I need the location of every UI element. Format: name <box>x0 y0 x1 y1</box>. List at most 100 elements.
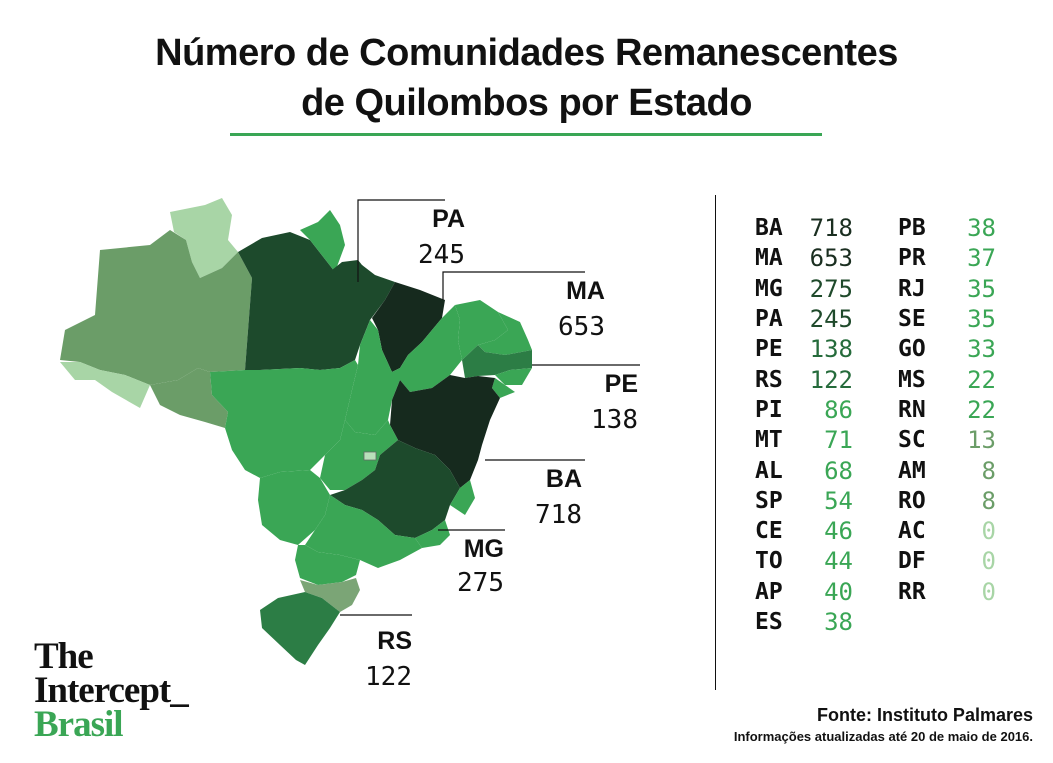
ranking-state-abbr: MG <box>755 275 783 302</box>
ranking-row: PE 138 <box>755 334 853 364</box>
ranking-state-value: 8 <box>981 456 996 485</box>
logo-line-2: Intercept_ <box>34 670 189 711</box>
ranking-state-abbr: AC <box>898 518 926 545</box>
state-es <box>450 480 475 515</box>
state-pi <box>400 305 462 392</box>
ranking-state-abbr: PI <box>755 396 783 423</box>
ranking-state-value: 38 <box>824 608 853 636</box>
ranking-state-abbr: AM <box>898 457 926 484</box>
ranking-row: MA 653 <box>755 243 853 273</box>
ranking-state-value: 0 <box>981 517 996 546</box>
callout-ba-abbr: BA <box>545 465 582 493</box>
ranking-row: AP 40 <box>755 577 853 607</box>
ranking-state-value: 86 <box>824 395 853 424</box>
ranking-state-value: 35 <box>967 274 996 303</box>
ranking-row: MG 275 <box>755 274 853 304</box>
source-note: Fonte: Instituto Palmares Informações at… <box>734 705 1033 744</box>
state-df <box>363 451 377 461</box>
ranking-state-value: 718 <box>809 214 853 243</box>
ranking-state-value: 71 <box>824 426 853 455</box>
ranking-row: SC 13 <box>898 425 996 455</box>
title-underline <box>230 133 822 136</box>
ranking-column-2: PB 38 PR 37 RJ 35 SE 35 GO 33 MS 22 RN 22 SC 13 AM 8 RO 8 AC… <box>898 213 996 607</box>
ranking-state-value: 35 <box>967 305 996 334</box>
ranking-state-value: 653 <box>809 244 853 273</box>
source-line-1: Fonte: Instituto Palmares <box>816 705 1033 725</box>
ranking-state-value: 22 <box>967 395 996 424</box>
ranking-state-abbr: ES <box>755 609 783 635</box>
ranking-state-abbr: RN <box>898 396 926 423</box>
ranking-state-abbr: PR <box>898 245 926 272</box>
ranking-state-abbr: TO <box>755 548 783 575</box>
ranking-state-value: 38 <box>967 214 996 243</box>
state-pa <box>238 232 395 370</box>
logo-line-1: The <box>34 636 94 677</box>
ranking-state-abbr: BA <box>755 215 783 242</box>
state-se <box>492 378 515 398</box>
ranking-state-abbr: PB <box>898 215 926 242</box>
ranking-state-value: 0 <box>981 547 996 576</box>
state-ma <box>372 282 445 372</box>
state-pr <box>295 545 360 585</box>
state-ac <box>60 362 150 408</box>
ranking-row: GO 33 <box>898 334 996 364</box>
ranking-state-abbr: DF <box>898 548 926 575</box>
ranking-state-abbr: RO <box>898 487 926 514</box>
callout-line-ma <box>442 271 585 300</box>
callout-ba-value: 718 <box>535 500 582 530</box>
ranking-state-value: 8 <box>981 486 996 515</box>
state-go <box>320 420 398 490</box>
callout-rs-value: 122 <box>365 662 412 692</box>
ranking-state-value: 40 <box>824 577 853 606</box>
ranking-state-abbr: SC <box>898 427 926 454</box>
ranking-state-value: 0 <box>981 577 996 606</box>
ranking-state-value: 122 <box>809 365 853 394</box>
ranking-row: DF 0 <box>898 546 996 576</box>
ranking-state-value: 37 <box>967 244 996 273</box>
ranking-state-abbr: SP <box>755 487 783 514</box>
ranking-state-abbr: AL <box>755 457 783 484</box>
callout-rs-abbr: RS <box>377 627 412 655</box>
state-rs <box>260 592 340 665</box>
ranking-state-abbr: PA <box>755 306 783 333</box>
ranking-row: RR 0 <box>898 577 996 607</box>
source-line-2: Informações atualizadas até 20 de maio d… <box>733 729 1033 744</box>
ranking-state-value: 54 <box>824 486 853 515</box>
state-sp <box>305 495 422 568</box>
state-mg <box>330 440 460 538</box>
ranking-state-value: 46 <box>824 517 853 546</box>
state-ce <box>455 300 508 360</box>
ranking-state-value: 13 <box>967 426 996 455</box>
state-pe <box>462 345 532 378</box>
callout-mg-value: 275 <box>457 568 504 598</box>
ranking-state-abbr: SE <box>898 306 926 333</box>
ranking-state-abbr: RJ <box>898 275 926 302</box>
ranking-row: SP 54 <box>755 486 853 516</box>
ranking-row: RJ 35 <box>898 274 996 304</box>
ranking-row: PI 86 <box>755 395 853 425</box>
state-pb <box>478 340 532 355</box>
ranking-state-value: 22 <box>967 365 996 394</box>
callout-pa-value: 245 <box>418 240 465 270</box>
ranking-row: AL 68 <box>755 455 853 485</box>
state-to <box>345 320 400 435</box>
ranking-row: PB 38 <box>898 213 996 243</box>
state-sc <box>300 578 360 612</box>
state-ms <box>258 470 330 545</box>
ranking-column-1: BA 718 MA 653 MG 275 PA 245 PE 138 RS 122 PI 86 MT 71 AL… <box>755 213 853 637</box>
ranking-state-value: 138 <box>809 335 853 364</box>
ranking-state-abbr: CE <box>755 518 783 545</box>
ranking-row: PA 245 <box>755 304 853 334</box>
callout-ma-abbr: MA <box>566 277 605 305</box>
map-title: Número de Comunidades Remanescentes de Q… <box>0 28 1053 128</box>
callout-pe-value: 138 <box>591 405 638 435</box>
ranking-row: CE 46 <box>755 516 853 546</box>
ranking-row: RO 8 <box>898 486 996 516</box>
the-intercept-brasil-logo: The Intercept_ Brasil <box>34 636 189 743</box>
ranking-state-value: 245 <box>809 305 853 334</box>
callout-line-pa <box>357 199 445 282</box>
ranking-row: RS 122 <box>755 364 853 394</box>
ranking-state-abbr: MA <box>755 245 783 272</box>
state-rj <box>415 520 450 548</box>
